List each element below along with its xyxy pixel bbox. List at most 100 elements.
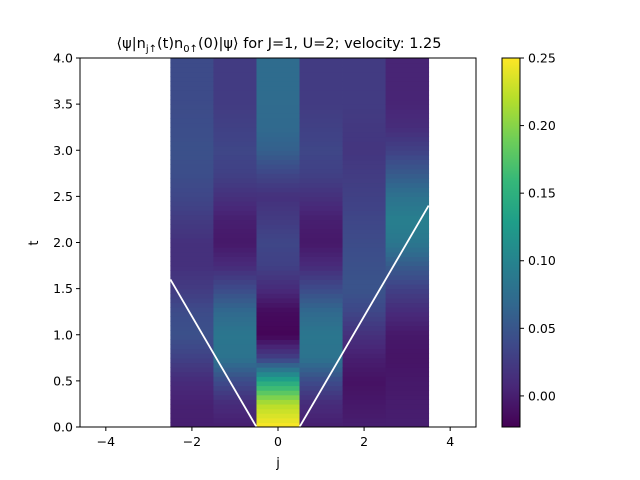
heatmap-cell bbox=[256, 380, 300, 387]
heatmap-cell bbox=[170, 145, 214, 151]
heatmap-cell bbox=[342, 417, 387, 423]
heatmap-cell bbox=[213, 159, 257, 165]
heatmap-cell bbox=[170, 228, 214, 234]
heatmap-cell bbox=[342, 399, 387, 405]
heatmap-cell bbox=[213, 339, 257, 345]
heatmap-cell bbox=[213, 117, 257, 124]
heatmap-cell bbox=[256, 334, 300, 340]
heatmap-cell bbox=[299, 274, 343, 280]
heatmap-cell bbox=[385, 90, 430, 96]
heatmap-cell bbox=[256, 62, 300, 68]
heatmap-cell bbox=[213, 150, 257, 156]
heatmap-cell bbox=[299, 131, 343, 138]
heatmap-cell bbox=[299, 380, 343, 387]
heatmap-cell bbox=[213, 353, 257, 359]
heatmap-cell bbox=[256, 210, 300, 216]
heatmap-cell bbox=[299, 311, 343, 317]
heatmap-cell bbox=[213, 145, 257, 151]
heatmap-cell bbox=[342, 256, 387, 262]
heatmap-cell bbox=[342, 200, 387, 207]
heatmap-cell bbox=[385, 58, 430, 64]
heatmap-cell bbox=[342, 260, 387, 267]
heatmap-cell bbox=[342, 150, 387, 156]
heatmap-cell bbox=[342, 348, 387, 354]
heatmap-cell bbox=[170, 154, 214, 161]
heatmap-cell bbox=[213, 182, 257, 188]
heatmap-cell bbox=[256, 127, 300, 133]
heatmap-cell bbox=[385, 265, 430, 271]
heatmap-cell bbox=[256, 260, 300, 267]
heatmap-cell bbox=[213, 233, 257, 239]
heatmap-cell bbox=[213, 297, 257, 304]
heatmap-cell bbox=[342, 104, 387, 110]
heatmap-cell bbox=[299, 182, 343, 188]
heatmap-cell bbox=[213, 237, 257, 244]
heatmap-cell bbox=[213, 320, 257, 327]
heatmap-cell bbox=[170, 270, 214, 276]
heatmap-cell bbox=[299, 76, 343, 82]
heatmap-cell bbox=[256, 168, 300, 174]
heatmap-cell bbox=[342, 85, 387, 91]
heatmap-cell bbox=[299, 104, 343, 110]
heatmap-cell bbox=[299, 200, 343, 207]
heatmap-cell bbox=[342, 76, 387, 82]
heatmap-cell bbox=[342, 90, 387, 96]
heatmap-cell bbox=[213, 288, 257, 294]
heatmap-cell bbox=[299, 320, 343, 327]
heatmap-cell bbox=[299, 81, 343, 87]
heatmap-cell bbox=[342, 353, 387, 359]
heatmap-cell bbox=[385, 117, 430, 124]
heatmap-cell bbox=[299, 242, 343, 248]
heatmap-cell bbox=[385, 136, 430, 142]
colorbar bbox=[501, 57, 521, 428]
heatmap-cell bbox=[213, 390, 257, 396]
heatmap-cell bbox=[170, 394, 214, 400]
heatmap-cell bbox=[385, 390, 430, 396]
heatmap-cell bbox=[342, 122, 387, 128]
heatmap-cell bbox=[213, 136, 257, 142]
heatmap-cell bbox=[385, 141, 430, 147]
heatmap-cell bbox=[299, 237, 343, 244]
heatmap-cell bbox=[299, 279, 343, 285]
heatmap-cell bbox=[299, 233, 343, 239]
heatmap-cell bbox=[299, 228, 343, 234]
heatmap-cell bbox=[385, 311, 430, 317]
heatmap-cell bbox=[299, 288, 343, 294]
heatmap-cell bbox=[385, 71, 430, 78]
heatmap-cell bbox=[170, 94, 214, 101]
heatmap-cell bbox=[385, 127, 430, 133]
heatmap-cell bbox=[299, 362, 343, 368]
heatmap-cell bbox=[342, 316, 387, 322]
heatmap-cell bbox=[256, 247, 300, 253]
heatmap-cell bbox=[256, 136, 300, 142]
heatmap-cell bbox=[299, 357, 343, 364]
heatmap-cell bbox=[342, 293, 387, 299]
heatmap-cell bbox=[170, 122, 214, 128]
heatmap-cell bbox=[213, 394, 257, 400]
heatmap-cell bbox=[299, 113, 343, 119]
heatmap-cell bbox=[170, 117, 214, 124]
heatmap-cell bbox=[213, 343, 257, 350]
heatmap-cell bbox=[342, 224, 387, 230]
heatmap-cell bbox=[213, 108, 257, 114]
heatmap-cell bbox=[342, 108, 387, 114]
heatmap-cell bbox=[213, 417, 257, 423]
heatmap-cell bbox=[213, 399, 257, 405]
heatmap-cell bbox=[256, 131, 300, 138]
heatmap-cell bbox=[256, 196, 300, 202]
heatmap-cell bbox=[213, 177, 257, 184]
x-axis-ticks: −4 −2 0 2 4 bbox=[97, 427, 454, 449]
x-tick-label: 4 bbox=[446, 434, 454, 449]
heatmap-cell bbox=[170, 85, 214, 91]
heatmap-cell bbox=[385, 150, 430, 156]
heatmap-cell bbox=[299, 307, 343, 313]
heatmap-cell bbox=[256, 316, 300, 322]
y-tick-label: 2.5 bbox=[53, 189, 73, 204]
heatmap-cell bbox=[170, 150, 214, 156]
heatmap-cell bbox=[213, 422, 257, 427]
heatmap-cell bbox=[385, 187, 430, 193]
heatmap-cell bbox=[299, 127, 343, 133]
heatmap-cell bbox=[342, 270, 387, 276]
heatmap-cell bbox=[342, 173, 387, 179]
